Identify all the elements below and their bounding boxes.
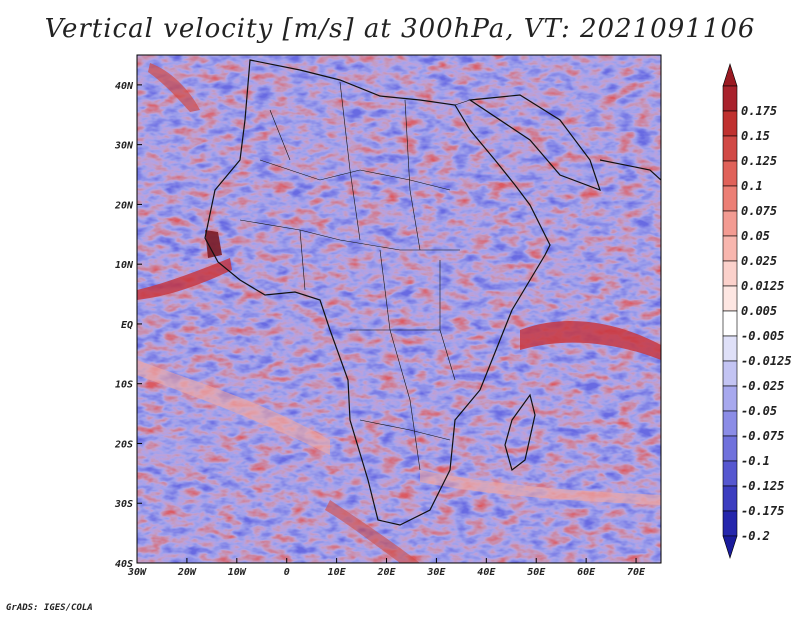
colorbar-swatch (722, 360, 738, 387)
colorbar-label: 0.005 (741, 304, 777, 318)
colorbar-swatch (722, 510, 738, 537)
lat-tick-label: 40S (115, 559, 133, 570)
lon-tick-label: 10W (228, 567, 247, 578)
colorbar-swatch (722, 410, 738, 437)
velocity-field (137, 55, 661, 563)
colorbar-swatch (722, 185, 738, 212)
lon-tick-label: 30W (127, 567, 147, 578)
colorbar-label: -0.125 (741, 479, 784, 493)
lat-tick-label: 10N (115, 260, 134, 271)
colorbar-label: -0.025 (741, 379, 784, 393)
colorbar-label: 0.075 (741, 204, 777, 218)
lon-tick-label: 20E (376, 567, 396, 578)
coastlines (204, 59, 661, 526)
lon-tick-label: 0 (284, 567, 290, 578)
lat-tick-label: EQ (121, 320, 133, 331)
colorbar-swatch (722, 110, 738, 137)
lat-tick-label: 30S (114, 499, 133, 510)
longitude-ticks: 30W 20W 10W 0 10E 20E 30E 40E 50E 60E 70E (127, 558, 646, 578)
country-borders (239, 81, 471, 471)
colorbar-label: -0.05 (741, 404, 777, 418)
map-title: Vertical velocity [m/s] at 300hPa, VT: 2… (44, 14, 756, 44)
colorbar-swatch (722, 235, 738, 262)
colorbar-swatch (722, 385, 738, 412)
colorbar-label: 0.1 (741, 179, 763, 193)
lat-tick-label: 30N (114, 141, 134, 152)
lon-tick-label: 60E (577, 567, 596, 578)
colorbar-swatch (722, 310, 738, 337)
colorbar-label: 0.125 (741, 154, 777, 168)
lon-tick-label: 50E (527, 567, 546, 578)
colorbar-label: 0.0125 (741, 279, 784, 293)
colorbar: 0.175 0.15 0.125 0.1 0.075 0.05 0.025 0.0125 0.0… (722, 63, 792, 559)
colorbar-swatch (722, 85, 738, 112)
map-frame (136, 54, 662, 564)
colorbar-swatch (722, 210, 738, 237)
colorbar-label: -0.175 (741, 504, 784, 518)
latitude-ticks: 40N 30N 20N 10N EQ 10S 20S 30S 40S (114, 81, 142, 570)
lat-tick-label: 40N (115, 81, 134, 92)
grads-credit: GrADS: IGES/COLA (6, 603, 93, 613)
lon-tick-label: 30E (426, 567, 446, 578)
colorbar-swatch (722, 285, 738, 312)
lat-tick-label: 20N (114, 200, 134, 211)
colorbar-label: 0.05 (741, 229, 770, 243)
colorbar-swatch (722, 485, 738, 512)
colorbar-swatch (722, 460, 738, 487)
colorbar-label: -0.1 (741, 454, 770, 468)
lon-tick-label: 20W (177, 567, 197, 578)
lon-tick-label: 10E (328, 567, 347, 578)
colorbar-swatch (722, 135, 738, 162)
lat-tick-label: 10S (115, 380, 133, 391)
colorbar-bottom-extend (722, 535, 738, 559)
colorbar-label: 0.175 (741, 104, 777, 118)
colorbar-top-extend (722, 63, 738, 87)
colorbar-label: 0.15 (741, 129, 770, 143)
lon-tick-label: 70E (627, 567, 646, 578)
colorbar-swatch (722, 260, 738, 287)
colorbar-label: 0.025 (741, 254, 777, 268)
colorbar-label: -0.0125 (741, 354, 792, 368)
colorbar-swatch (722, 335, 738, 362)
colorbar-label: -0.075 (741, 429, 784, 443)
lon-tick-label: 40E (477, 567, 496, 578)
colorbar-swatch (722, 435, 738, 462)
colorbar-label: -0.005 (741, 329, 784, 343)
lat-tick-label: 20S (114, 439, 133, 450)
colorbar-label: -0.2 (741, 529, 770, 543)
colorbar-swatch (722, 160, 738, 187)
